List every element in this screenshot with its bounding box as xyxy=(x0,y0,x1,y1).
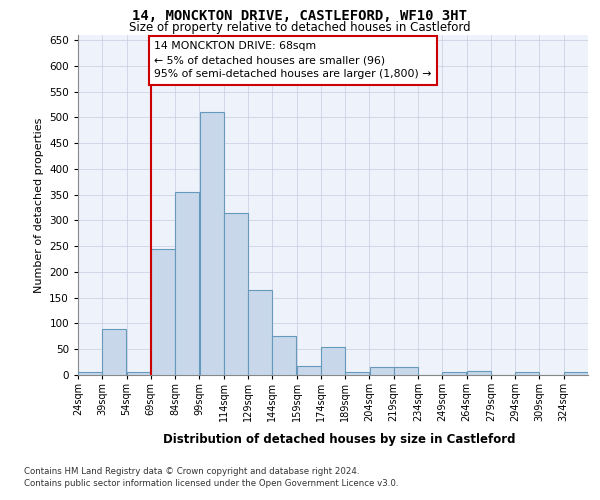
Bar xyxy=(345,372,370,375)
Bar xyxy=(175,192,199,375)
Bar xyxy=(272,336,296,375)
Text: 14 MONCKTON DRIVE: 68sqm
← 5% of detached houses are smaller (96)
95% of semi-de: 14 MONCKTON DRIVE: 68sqm ← 5% of detache… xyxy=(154,41,431,79)
Bar xyxy=(442,372,466,375)
Y-axis label: Number of detached properties: Number of detached properties xyxy=(34,118,44,292)
Text: Size of property relative to detached houses in Castleford: Size of property relative to detached ho… xyxy=(129,21,471,34)
Bar xyxy=(151,249,175,375)
Bar xyxy=(394,368,418,375)
Bar xyxy=(224,212,248,375)
Bar xyxy=(370,368,394,375)
Bar xyxy=(127,372,151,375)
Text: 14, MONCKTON DRIVE, CASTLEFORD, WF10 3HT: 14, MONCKTON DRIVE, CASTLEFORD, WF10 3HT xyxy=(133,9,467,23)
Bar xyxy=(321,346,345,375)
Text: Distribution of detached houses by size in Castleford: Distribution of detached houses by size … xyxy=(163,432,515,446)
Bar xyxy=(103,328,127,375)
Bar xyxy=(467,371,491,375)
Text: Contains HM Land Registry data © Crown copyright and database right 2024.: Contains HM Land Registry data © Crown c… xyxy=(24,468,359,476)
Text: Contains public sector information licensed under the Open Government Licence v3: Contains public sector information licen… xyxy=(24,478,398,488)
Bar xyxy=(296,366,321,375)
Bar xyxy=(248,290,272,375)
Bar xyxy=(78,372,102,375)
Bar xyxy=(564,372,588,375)
Bar xyxy=(515,372,539,375)
Bar xyxy=(200,112,224,375)
